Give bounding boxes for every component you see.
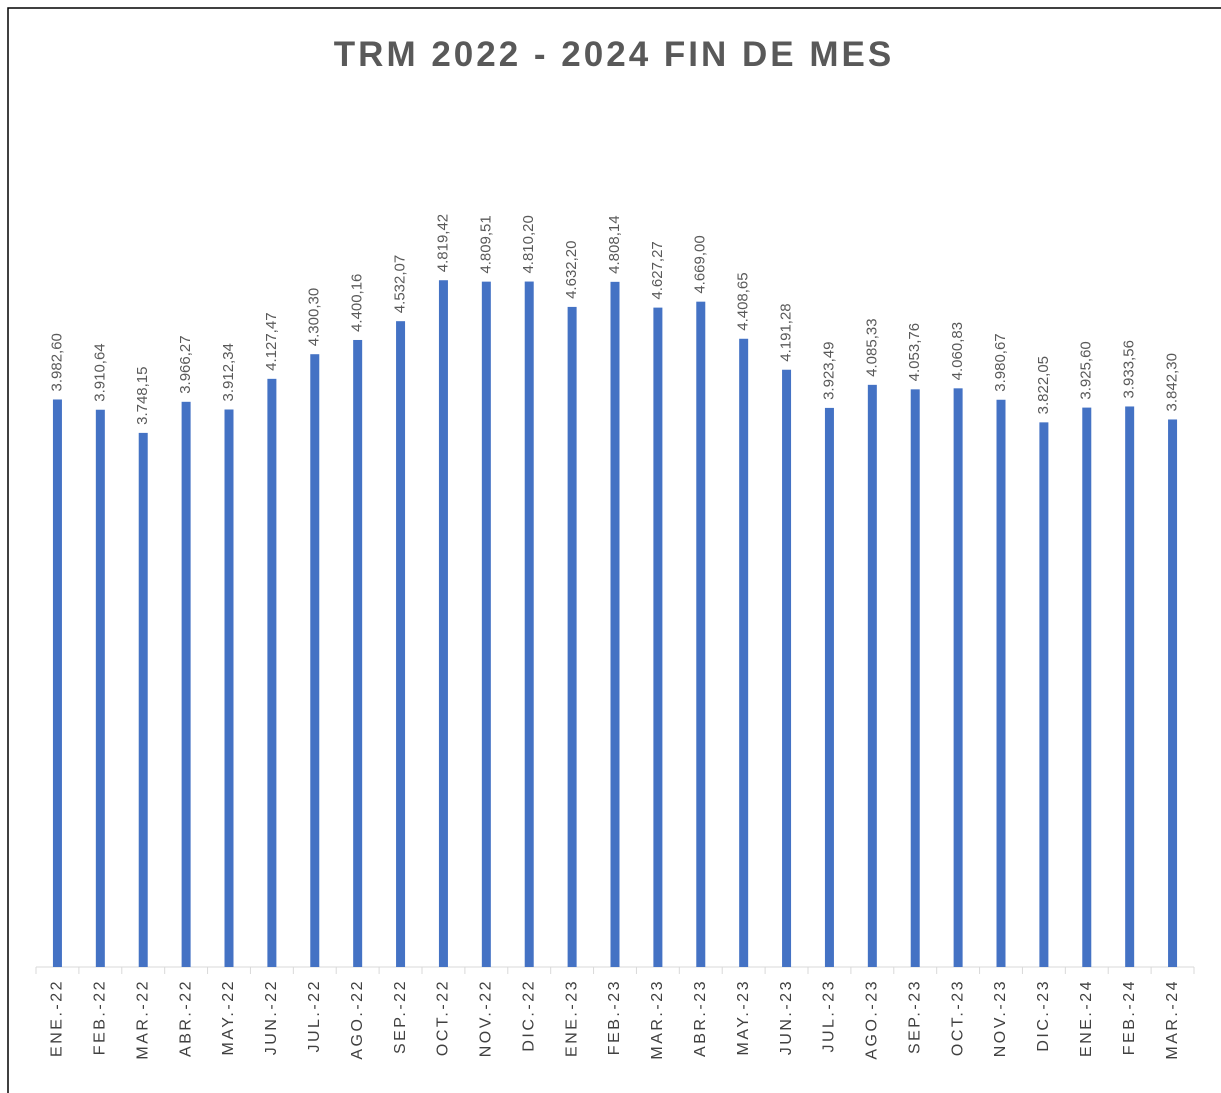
x-tick-label: MAR.-22	[134, 979, 151, 1060]
x-tick-label: DIC.-23	[1035, 979, 1052, 1052]
bar	[782, 369, 792, 967]
bar	[1039, 422, 1049, 967]
bar	[567, 306, 577, 967]
x-tick-label: FEB.-22	[92, 979, 109, 1055]
bar	[653, 307, 663, 967]
data-label: 4.627,27	[649, 241, 666, 299]
x-tick-label: MAY.-22	[220, 979, 237, 1056]
data-label: 4.809,51	[477, 215, 494, 273]
data-label: 4.669,00	[692, 235, 709, 293]
x-tick-label: MAR.-24	[1164, 979, 1181, 1060]
x-tick-label: JUN.-22	[263, 979, 280, 1055]
data-label: 4.808,14	[606, 215, 623, 273]
x-tick-label: MAR.-23	[649, 979, 666, 1060]
x-tick-label: FEB.-24	[1121, 979, 1138, 1055]
data-label: 3.923,49	[820, 342, 837, 400]
x-tick-label: JUN.-23	[778, 979, 795, 1055]
data-label: 4.127,47	[263, 312, 280, 370]
data-label: 3.933,56	[1121, 340, 1138, 398]
data-label: 3.748,15	[134, 366, 151, 424]
x-tick-label: JUL.-23	[821, 979, 838, 1053]
data-label: 3.925,60	[1078, 341, 1095, 399]
x-tick-label: SEP.-22	[392, 979, 409, 1054]
bar	[438, 280, 448, 967]
x-tick-label: JUL.-22	[306, 979, 323, 1053]
data-label: 4.300,30	[306, 288, 323, 346]
data-label: 3.910,64	[91, 343, 108, 401]
bar	[52, 399, 62, 967]
data-label: 3.980,67	[992, 333, 1009, 391]
bar	[181, 401, 191, 967]
bar	[524, 281, 534, 967]
x-tick-label: NOV.-22	[478, 979, 495, 1057]
bar	[353, 339, 363, 968]
bar	[224, 409, 234, 967]
bar	[95, 409, 105, 968]
data-label: 3.912,34	[220, 343, 237, 401]
bar	[1082, 407, 1092, 967]
bar	[267, 378, 277, 967]
bar	[953, 388, 963, 967]
data-label: 4.632,20	[563, 241, 580, 299]
x-tick-label: MAY.-23	[735, 979, 752, 1056]
bar	[1168, 419, 1178, 967]
x-tick-label: ENE.-23	[563, 979, 580, 1057]
x-tick-label: AGO.-23	[864, 979, 881, 1060]
data-label: 4.408,65	[735, 272, 752, 330]
bar	[481, 281, 491, 967]
bar	[696, 301, 706, 968]
data-label: 4.400,16	[349, 274, 366, 332]
bar	[610, 281, 620, 967]
chart-title: TRM 2022 - 2024 FIN DE MES	[334, 35, 894, 74]
x-tick-label: OCT.-22	[435, 979, 452, 1056]
data-label: 3.982,60	[48, 333, 65, 391]
data-label: 4.085,33	[863, 318, 880, 376]
bar	[996, 399, 1006, 967]
x-tick-label: ENE.-24	[1078, 979, 1095, 1057]
x-tick-label: AGO.-22	[349, 979, 366, 1060]
x-tick-label: FEB.-23	[606, 979, 623, 1055]
bar	[739, 338, 749, 968]
x-tick-label: ABR.-23	[692, 979, 709, 1057]
bar	[910, 389, 920, 967]
bar	[1125, 406, 1135, 967]
data-label: 4.810,20	[520, 215, 537, 273]
bar	[824, 407, 834, 967]
x-tick-label: ABR.-22	[177, 979, 194, 1057]
data-label: 4.532,07	[392, 255, 409, 313]
x-tick-label: OCT.-23	[949, 979, 966, 1056]
bar	[310, 354, 320, 967]
x-tick-label: NOV.-23	[992, 979, 1009, 1057]
bar	[867, 384, 877, 968]
bar	[138, 432, 148, 967]
data-label: 4.819,42	[434, 214, 451, 272]
data-label: 4.191,28	[778, 303, 795, 361]
data-label: 4.053,76	[906, 323, 923, 381]
data-label: 4.060,83	[949, 322, 966, 380]
data-label: 3.842,30	[1164, 353, 1181, 411]
bar	[396, 321, 406, 967]
x-tick-label: DIC.-22	[520, 979, 537, 1052]
data-label: 3.822,05	[1035, 356, 1052, 414]
x-tick-label: SEP.-23	[906, 979, 923, 1054]
data-label: 3.966,27	[177, 335, 194, 393]
x-tick-label: ENE.-22	[49, 979, 66, 1057]
